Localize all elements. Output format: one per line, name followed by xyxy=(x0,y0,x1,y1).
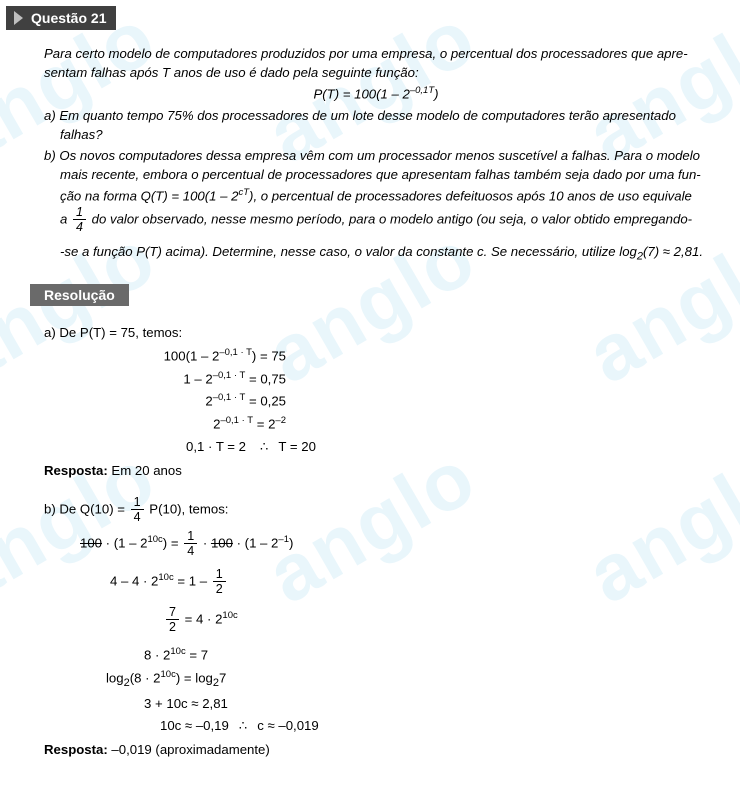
question-header: Questão 21 xyxy=(6,6,116,30)
solution-body: a) De P(T) = 75, temos: 100(1 – 2–0,1 · … xyxy=(0,322,740,793)
sol-b-answer: Resposta: –0,019 (aproximadamente) xyxy=(44,739,708,760)
sol-a-math: 100(1 – 2–0,1 · T) = 75 1 – 2–0,1 · T = … xyxy=(80,345,708,459)
sol-a-lead: a) De P(T) = 75, temos: xyxy=(44,322,708,343)
fraction-1-4: 14 xyxy=(73,206,86,234)
question-body: Para certo modelo de computadores produz… xyxy=(0,44,740,266)
triangle-icon xyxy=(14,11,23,25)
sol-a-answer: Resposta: Em 20 anos xyxy=(44,460,708,481)
resolution-header: Resolução xyxy=(30,284,129,306)
question-header-row: Questão 21 xyxy=(0,0,740,30)
sol-b-lead: b) De Q(10) = 14 P(10), temos: xyxy=(44,496,708,524)
question-intro-2: sentam falhas após T anos de uso é dado … xyxy=(44,63,708,82)
question-part-b-2: ção na forma Q(T) = 100(1 – 2cT), o perc… xyxy=(44,186,708,206)
question-number: Questão 21 xyxy=(31,10,106,26)
fraction-1-4-b: 14 xyxy=(131,496,144,524)
sol-b-math: 100 · (1 – 210c) = 14 · 100 · (1 – 2–1) … xyxy=(80,530,708,738)
question-formula: P(T) = 100(1 – 2–0,1T) xyxy=(44,84,708,104)
question-part-b-3: a 14 do valor observado, nesse mesmo per… xyxy=(44,206,708,234)
question-intro-1: Para certo modelo de computadores produz… xyxy=(44,44,708,63)
question-part-a: a) Em quanto tempo 75% dos processadores… xyxy=(44,106,708,144)
question-part-b-4: -se a função P(T) acima). Determine, nes… xyxy=(44,242,708,266)
question-part-b-1: b) Os novos computadores dessa empresa v… xyxy=(44,146,708,184)
